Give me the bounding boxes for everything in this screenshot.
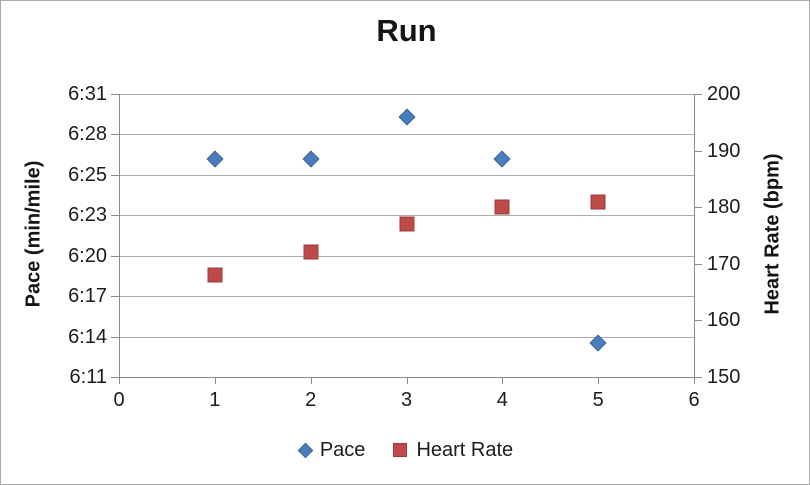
left-axis-tick bbox=[111, 336, 119, 338]
pace-diamond-icon bbox=[297, 442, 314, 458]
x-axis-tick-label: 2 bbox=[305, 389, 317, 411]
data-point-heart-rate-2 bbox=[303, 244, 319, 260]
x-axis-tick-label: 0 bbox=[113, 389, 125, 411]
right-axis-line bbox=[694, 94, 695, 384]
left-axis-tick bbox=[111, 134, 119, 136]
gridline bbox=[119, 174, 694, 176]
data-point-pace-3 bbox=[398, 108, 415, 126]
data-point-heart-rate-5 bbox=[590, 194, 606, 210]
right-axis-tick bbox=[694, 94, 702, 95]
left-axis-tick bbox=[111, 255, 119, 257]
left-axis-tick bbox=[111, 215, 119, 217]
heart-rate-square-icon bbox=[393, 443, 408, 457]
right-axis-title: Heart Rate (bpm) bbox=[761, 153, 784, 315]
left-axis-tick bbox=[111, 174, 119, 176]
right-axis-tick-label: 180 bbox=[707, 196, 741, 219]
x-axis-tick-label: 1 bbox=[209, 389, 221, 411]
gridline bbox=[119, 296, 694, 298]
left-axis-tick-label: 6:11 bbox=[69, 366, 107, 388]
chart-title: Run bbox=[376, 13, 437, 48]
x-axis-tick-label: 4 bbox=[496, 389, 508, 411]
left-axis-tick bbox=[111, 296, 119, 298]
right-axis-tick bbox=[694, 263, 702, 265]
legend-item-heart-rate: Heart Rate bbox=[393, 439, 513, 462]
left-axis-tick-label: 6:14 bbox=[68, 325, 107, 348]
left-axis-tick-label: 6:20 bbox=[68, 244, 107, 267]
legend-item-pace: Pace bbox=[297, 438, 366, 462]
gridline bbox=[119, 134, 694, 136]
gridline bbox=[119, 255, 694, 257]
left-axis-tick bbox=[111, 377, 119, 378]
right-axis-tick-label: 190 bbox=[707, 139, 741, 162]
left-axis-line bbox=[119, 94, 120, 384]
data-point-heart-rate-3 bbox=[399, 216, 414, 232]
left-axis-tick bbox=[111, 94, 119, 95]
right-axis-tick bbox=[694, 150, 702, 152]
x-axis-tick bbox=[502, 377, 504, 384]
data-point-heart-rate-1 bbox=[207, 267, 223, 283]
gridline bbox=[119, 336, 694, 338]
right-axis-tick bbox=[694, 377, 702, 378]
right-axis-tick bbox=[694, 207, 702, 209]
legend-label-heart-rate: Heart Rate bbox=[416, 438, 514, 461]
left-axis-tick-label: 6:17 bbox=[68, 285, 107, 308]
legend: Pace Heart Rate bbox=[119, 436, 694, 464]
data-point-heart-rate-4 bbox=[494, 199, 510, 215]
gridline bbox=[119, 215, 694, 217]
right-axis-tick-label: 150 bbox=[707, 366, 741, 388]
legend-label-pace: Pace bbox=[319, 438, 366, 461]
x-axis-tick bbox=[310, 377, 312, 384]
x-axis-line bbox=[119, 377, 694, 378]
x-axis-tick bbox=[214, 377, 216, 384]
left-axis-tick-label: 6:25 bbox=[68, 163, 107, 186]
right-axis-tick-label: 170 bbox=[707, 252, 741, 275]
data-point-pace-2 bbox=[302, 150, 320, 168]
right-axis-tick bbox=[694, 320, 702, 322]
x-axis-tick-label: 6 bbox=[688, 389, 700, 411]
x-axis-tick bbox=[598, 377, 600, 384]
gridline bbox=[119, 94, 694, 95]
data-point-pace-4 bbox=[493, 150, 511, 168]
right-axis-tick-label: 200 bbox=[707, 83, 741, 105]
x-axis-tick-label: 3 bbox=[400, 389, 413, 411]
data-point-pace-1 bbox=[206, 150, 224, 168]
left-axis-tick-label: 6:23 bbox=[68, 204, 107, 227]
left-axis-tick-label: 6:28 bbox=[68, 123, 107, 146]
x-axis-tick bbox=[406, 377, 408, 384]
x-axis-tick-label: 5 bbox=[592, 389, 604, 411]
left-axis-tick-label: 6:31 bbox=[68, 83, 107, 105]
right-axis-tick-label: 160 bbox=[707, 309, 741, 332]
